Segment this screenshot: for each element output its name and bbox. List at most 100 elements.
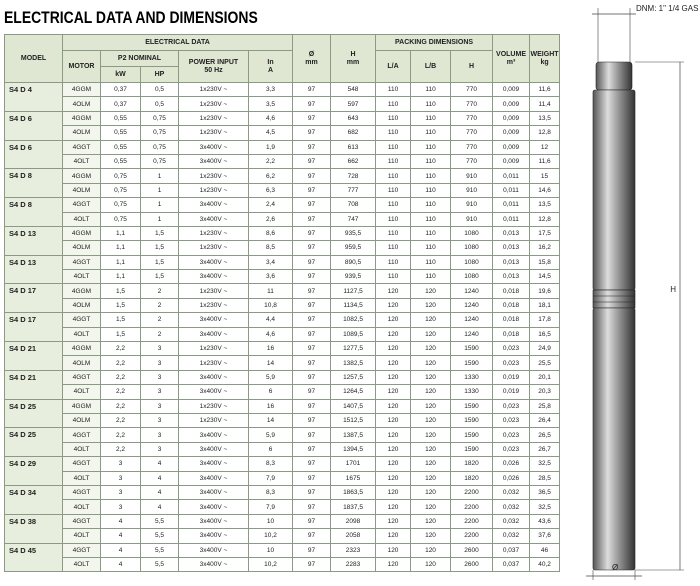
data-cell: 11,6 bbox=[529, 153, 561, 170]
header: In A bbox=[247, 50, 294, 83]
data-cell: 1512,5 bbox=[330, 412, 377, 429]
motor-cell: 4OLT bbox=[62, 528, 101, 544]
data-cell: 0,023 bbox=[492, 341, 531, 357]
data-cell: 7,9 bbox=[247, 499, 294, 515]
motor-cell: 4GGM bbox=[62, 398, 101, 414]
data-cell: 120 bbox=[375, 312, 412, 328]
data-cell: 728 bbox=[330, 168, 377, 184]
data-cell: 1x230V ~ bbox=[178, 182, 249, 199]
header: HP bbox=[140, 66, 179, 83]
data-cell: 1080 bbox=[450, 254, 494, 271]
data-cell: 1x230V ~ bbox=[178, 341, 249, 357]
data-cell: 120 bbox=[375, 369, 412, 386]
data-cell: 910 bbox=[450, 211, 494, 227]
data-cell: 613 bbox=[330, 139, 377, 155]
pump-drawing: DNM: 1" 1/4 GAS H Ø bbox=[586, 4, 698, 580]
data-cell: 120 bbox=[375, 283, 412, 299]
motor-cell: 4GGM bbox=[62, 283, 101, 299]
table-row: 4OLM 1,5 2 1x230V ~10,8 97 1134,5 120 120 1240 0,… bbox=[5, 297, 561, 314]
data-cell: 13,5 bbox=[529, 197, 561, 213]
title: ELECTRICAL DATA AND DIMENSIONS bbox=[4, 8, 258, 27]
data-cell: 2,2 bbox=[100, 355, 141, 371]
data-cell: 26,7 bbox=[529, 441, 561, 458]
data-cell: 32,5 bbox=[529, 456, 561, 472]
table-row: S4 D 29 4GGT 3 4 3x400V ~8,3 97 1701 120 120 1820… bbox=[4, 456, 561, 486]
data-cell: 890,5 bbox=[330, 254, 377, 271]
motor-cell: 4GGT bbox=[62, 456, 101, 472]
header: A bbox=[267, 66, 274, 74]
data-cell: 24,9 bbox=[529, 341, 561, 357]
data-cell: 0,5 bbox=[140, 81, 179, 98]
data-cell: 1820 bbox=[450, 456, 494, 472]
data-cell: 1080 bbox=[450, 269, 494, 285]
data-cell: 97 bbox=[292, 182, 332, 199]
data-cell: 1x230V ~ bbox=[178, 297, 249, 314]
data-cell: 0,75 bbox=[100, 211, 141, 227]
model-cell: S4 D 13 bbox=[4, 254, 63, 285]
data-cell: 2200 bbox=[450, 484, 494, 501]
data-cell: 120 bbox=[375, 470, 412, 486]
data-cell: 0,75 bbox=[140, 110, 179, 127]
data-cell: 0,011 bbox=[492, 182, 531, 199]
data-cell: 0,75 bbox=[140, 153, 179, 170]
motor-cell: 4GGT bbox=[62, 513, 101, 530]
data-cell: 120 bbox=[410, 341, 452, 357]
data-cell: 16 bbox=[247, 341, 294, 357]
header: m³ bbox=[506, 58, 516, 66]
data-cell: 6 bbox=[247, 384, 294, 400]
data-cell: 10,2 bbox=[247, 528, 294, 544]
data-cell: 97 bbox=[292, 499, 332, 515]
data-cell: 97 bbox=[292, 225, 332, 242]
header: kW bbox=[100, 66, 141, 83]
data-cell: 0,75 bbox=[100, 168, 141, 184]
data-cell: 43,6 bbox=[529, 513, 561, 530]
model-cell: S4 D 17 bbox=[4, 283, 63, 314]
data-cell: 3,3 bbox=[247, 81, 294, 98]
data-cell: 110 bbox=[410, 96, 452, 112]
data-cell: 120 bbox=[375, 556, 412, 573]
data-cell: 6,2 bbox=[247, 168, 294, 184]
data-cell: 8,3 bbox=[247, 484, 294, 501]
data-cell: 3x400V ~ bbox=[178, 456, 249, 472]
data-cell: 3x400V ~ bbox=[178, 326, 249, 343]
data-cell: 1837,5 bbox=[330, 499, 377, 515]
data-cell: 3x400V ~ bbox=[178, 369, 249, 386]
table-row: S4 D 25 4GGM 2,2 3 1x230V ~16 97 1407,5 120 120 1… bbox=[4, 398, 561, 429]
data-cell: 110 bbox=[375, 139, 412, 155]
model-cell: S4 D 17 bbox=[4, 312, 63, 343]
data-cell: 110 bbox=[410, 240, 452, 256]
data-cell: 120 bbox=[410, 283, 452, 299]
data-cell: 97 bbox=[292, 326, 332, 343]
table-row: S4 D 34 4GGT 3 4 3x400V ~8,3 97 1863,5 120 120 22… bbox=[4, 484, 561, 515]
data-cell: 16 bbox=[247, 398, 294, 414]
data-cell: 97 bbox=[292, 96, 332, 112]
data-cell: 4 bbox=[100, 556, 141, 573]
data-cell: 1,1 bbox=[100, 225, 141, 242]
data-cell: 770 bbox=[450, 139, 494, 155]
data-cell: 120 bbox=[375, 384, 412, 400]
data-cell: 3x400V ~ bbox=[178, 197, 249, 213]
data-cell: 0,023 bbox=[492, 398, 531, 414]
data-cell: 2600 bbox=[450, 556, 494, 573]
data-cell: 910 bbox=[450, 182, 494, 199]
data-cell: 110 bbox=[375, 81, 412, 98]
data-cell: 4,4 bbox=[247, 312, 294, 328]
data-cell: 97 bbox=[292, 211, 332, 227]
data-cell: 4 bbox=[140, 484, 179, 501]
data-cell: 1240 bbox=[450, 297, 494, 314]
header: MOTOR bbox=[62, 50, 101, 83]
table-row: S4 D 13 4GGT 1,1 1,5 3x400V ~3,4 97 890,5 110 11… bbox=[4, 254, 561, 285]
data-cell: 5,5 bbox=[140, 542, 179, 558]
model-cell: S4 D 8 bbox=[4, 168, 63, 199]
data-cell: 40,2 bbox=[529, 556, 561, 573]
data-cell: 25,5 bbox=[529, 355, 561, 371]
data-cell: 2200 bbox=[450, 528, 494, 544]
motor-cell: 4GGM bbox=[62, 341, 101, 357]
data-cell: 1,5 bbox=[140, 240, 179, 256]
table-row: 4OLM 0,55 0,75 1x230V ~4,5 97 682 110 110 770 0,0… bbox=[5, 125, 561, 141]
data-cell: 1080 bbox=[450, 225, 494, 242]
data-cell: 0,009 bbox=[492, 139, 531, 155]
data-cell: 1x230V ~ bbox=[178, 168, 249, 184]
table-row: 4OLT 1,5 2 3x400V ~4,6 97 1089,5 120 120 1240 0,0… bbox=[5, 326, 561, 343]
data-cell: 97 bbox=[292, 369, 332, 386]
